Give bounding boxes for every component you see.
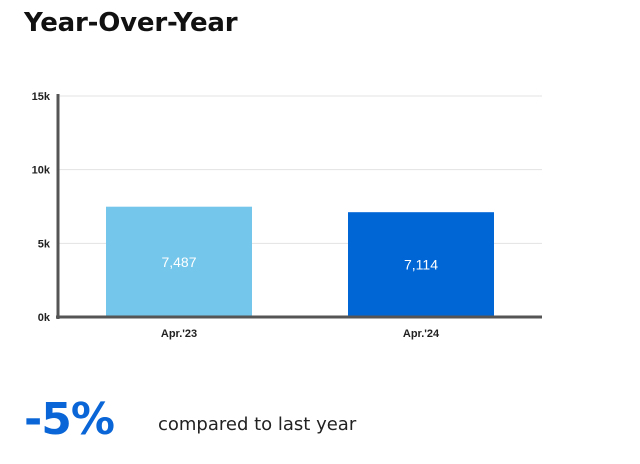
y-tick-label: 0k <box>38 312 51 324</box>
bar-value-label: 7,114 <box>404 257 438 273</box>
y-tick-label: 10k <box>32 165 51 177</box>
bar-value-label: 7,487 <box>161 254 196 270</box>
change-percent: -5% <box>24 394 115 445</box>
y-tick-label: 15k <box>32 91 51 103</box>
summary: -5% compared to last year <box>24 398 356 442</box>
bar <box>106 206 252 317</box>
bar <box>348 212 494 317</box>
bar-chart: 0k 5k 10k 15k 7,487 Apr.'23 7,114 Apr.'24 <box>32 91 542 340</box>
x-tick-label: Apr.'23 <box>161 328 197 340</box>
y-tick-label: 5k <box>38 238 51 250</box>
x-tick-label: Apr.'24 <box>403 328 440 340</box>
page-title: Year-Over-Year <box>24 8 238 38</box>
change-caption: compared to last year <box>157 414 357 435</box>
